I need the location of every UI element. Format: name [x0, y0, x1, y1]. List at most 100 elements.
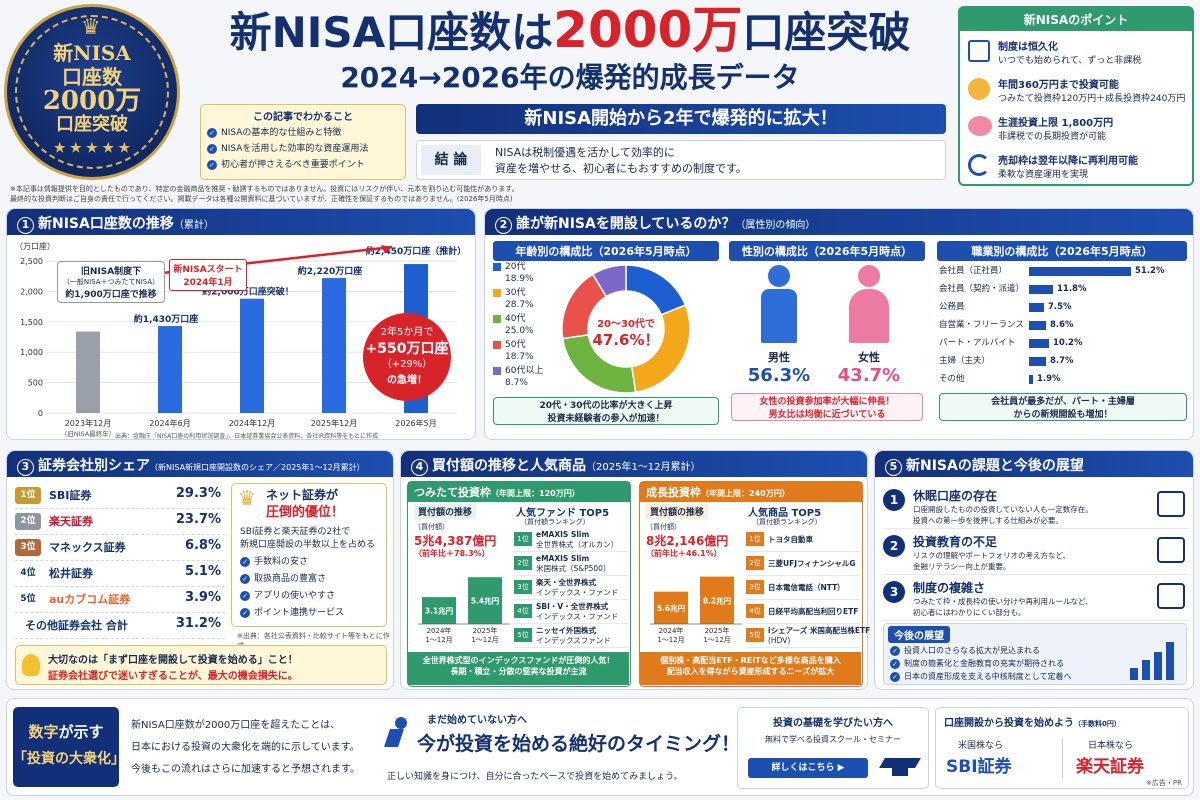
points-title: 新NISAのポイント	[960, 8, 1192, 31]
ranking-item: 5位 iシェアーズ 米国高配当株ETF (HDV)	[746, 624, 870, 648]
job-label: 公務員	[939, 302, 965, 312]
challenge-number: 2	[883, 535, 905, 557]
advantage-item: ✓ アプリの使いやすさ	[240, 588, 344, 605]
male-label: 男性	[768, 351, 790, 364]
title-part1: 新NISA口座数は	[229, 8, 554, 57]
rank-badge: 4位	[746, 604, 764, 618]
ranking-item: 2位 三菱UFJフィナンシャルG	[746, 552, 860, 576]
legend-item: 60代以上 8.7%	[493, 365, 553, 391]
title-part3: 口座突破	[742, 8, 911, 57]
broker-share: 31.2%	[175, 616, 221, 631]
legend-item: 40代 25.0%	[493, 313, 553, 339]
rank-badge: 4位	[514, 604, 532, 618]
female-value: 43.7%	[837, 365, 901, 386]
ranking-name: SBI・V・全世界株式	[536, 602, 609, 611]
legend-label: 20代	[505, 262, 526, 272]
ranking-name-sub: (HDV)	[768, 636, 791, 645]
calendar-icon	[968, 40, 990, 62]
x-tick-label: 2024年6月	[149, 418, 190, 428]
y-tick-label: 500	[28, 379, 43, 388]
ranking-name: ニッセイ外国株式	[536, 626, 596, 635]
legend-label: 50代	[505, 340, 526, 350]
rank-badge: 1位	[15, 487, 41, 504]
challenge-list: 1 休眠口座の存在 口座開設したものの投資していない人も一定数存在。 投資への第一歩を…	[883, 483, 1189, 621]
challenge-title: 休眠口座の存在	[913, 489, 998, 503]
ranking-item: 2位 eMAXIS Slim 米国株式（S&P500）	[514, 552, 628, 576]
point-item: 生涯投資上限 1,800万円 非課税での長期投資が可能	[966, 112, 1188, 148]
section-title: 新NISAの課題と今後の展望	[906, 458, 1084, 474]
broker-share: 29.3%	[175, 486, 221, 501]
broker-row: 4位 松井証券 5.1%	[15, 561, 225, 587]
tsumitate-panel: つみたて投資枠（年間上限：120万円） 買付額の推移 （買付額） 5兆4,387…	[407, 481, 631, 687]
graduation-cap-icon	[879, 754, 921, 778]
x-tick-label: 1〜12月	[471, 636, 498, 644]
section-title: 誰が新NISAを開設しているのか？	[516, 216, 736, 232]
broker-row: 5位 auカブコム証券 3.9%	[15, 587, 225, 613]
conclusion-box: 結 論 NISAは税制優遇を活かして効率的に 資産を増やせる、初心者にもおすすめ…	[416, 140, 946, 180]
check-icon: ✓	[240, 573, 250, 584]
ad-label: ※広告・PR	[1146, 779, 1182, 787]
x-tick-label: 2024年	[427, 626, 452, 635]
coins-icon	[968, 78, 990, 100]
y-tick-label: 1,000	[20, 348, 43, 357]
challenge-item: 2 投資教育の不足 リスクの理解やポートフォリオの考え方など、 金融リテラシー向上が重…	[883, 529, 1189, 575]
job-bar	[1029, 267, 1131, 276]
rank-badge: 2位	[514, 556, 532, 570]
details-button[interactable]: 詳しくはこちら ▶	[748, 758, 868, 778]
old-nisa-note: 旧NISA制度下 （一般NISA＋つみたてNISA） 約1,900万口座で推移	[57, 261, 165, 303]
bar	[76, 331, 100, 413]
y-tick-label: 2,000	[20, 287, 43, 296]
ranking-name-sub: 全世界株式（オルカン）	[536, 540, 619, 549]
check-icon: ✓	[240, 607, 250, 618]
job-label: 主婦（主夫）	[939, 356, 991, 366]
section-title: 買付額の推移と人気商品	[432, 458, 586, 474]
sbi-link[interactable]: SBI証券	[946, 757, 1012, 777]
tsumitate-top-list: 1位 eMAXIS Slim 全世界株式（オルカン） 2位 eMAXIS Slim 米国株…	[514, 528, 628, 648]
x-tick-label: 2024年12月	[229, 418, 276, 428]
title-part2: 2000万	[553, 1, 743, 59]
job-bar	[1029, 303, 1044, 312]
outlook-item: ✓ 日本の資産形成を支える中核制度として定着へ	[890, 670, 1072, 683]
male-icon	[757, 265, 801, 345]
learn-item: ✓ NISAを活用した効率的な資産運用法	[207, 141, 399, 157]
rank-badge: 5位	[514, 628, 532, 642]
advantage-item: ✓ ポイント連携サービス	[240, 605, 344, 622]
legend-swatch	[493, 263, 501, 271]
age-subheader: 年齢別の構成比（2026年5月時点）	[493, 241, 719, 261]
badge-stars: ★ ★ ★ ★ ★	[53, 141, 131, 156]
rank-badge: 3位	[746, 580, 764, 594]
x-tick-label: 2025年	[705, 626, 730, 635]
bar-label: 5.6兆円	[657, 603, 686, 613]
ranking-name: eMAXIS Slim	[536, 554, 590, 563]
bar-label: 約2,450万口座（推計）	[366, 245, 466, 257]
bar-label: 約2,220万口座	[298, 265, 362, 277]
x-tick-label: 2025年12月	[311, 418, 358, 428]
broker-name: 松井証券	[49, 567, 93, 580]
ranking-name-sub: 米国株式（S&P500）	[536, 564, 611, 573]
ranking-name: トヨタ自動車	[768, 535, 813, 544]
broker-share: 3.9%	[184, 590, 221, 605]
ranking-item: 3位 日本電信電話（NTT）	[746, 576, 860, 600]
ranking-item: 4位 日経平均高配当利回りETF	[746, 600, 860, 624]
challenge-number: 1	[883, 489, 905, 511]
broker-row: 1位 SBI証券 29.3%	[15, 483, 225, 509]
net-broker-box: ♛ ネット証券が 圧倒的優位！ SBI証券と楽天証券の2社で 新規口座開設の半数…	[231, 483, 387, 627]
ranking-name: 三菱UFJフィナンシャルG	[768, 559, 856, 568]
job-row: その他 1.9%	[937, 371, 1189, 387]
crown-icon: ♛	[81, 15, 101, 40]
job-label: 会社員（契約・派遣）	[939, 284, 1025, 294]
job-bar	[1029, 339, 1049, 348]
summary-text: 今後もこの流れはさらに加速すると予想されます。	[131, 764, 360, 775]
growth-top-list: 1位 トヨタ自動車 2位 三菱UFJフィナンシャルG 3位 日本電信電話（NTT） 4位 日経…	[746, 528, 870, 648]
badge-line4: 口座突破	[56, 114, 128, 135]
bottom-banner: 数字が示す 「投資の大衆化」 新NISA口座数が2000万口座を超えたことは、 …	[6, 698, 1194, 796]
ranking-name-sub: インデックス・ファンド	[536, 612, 619, 621]
ranking-name: 日本電信電話（NTT）	[768, 583, 845, 592]
rakuten-link[interactable]: 楽天証券	[1076, 757, 1144, 777]
x-tick-label: 1〜12月	[657, 636, 684, 644]
donut-slice	[591, 264, 627, 298]
job-value: 1.9%	[1037, 374, 1061, 384]
age-note: 20代・30代の比率が大きく上昇 投資未経験者の参入が加速！	[493, 397, 719, 425]
rank-badge: 2位	[746, 556, 764, 570]
